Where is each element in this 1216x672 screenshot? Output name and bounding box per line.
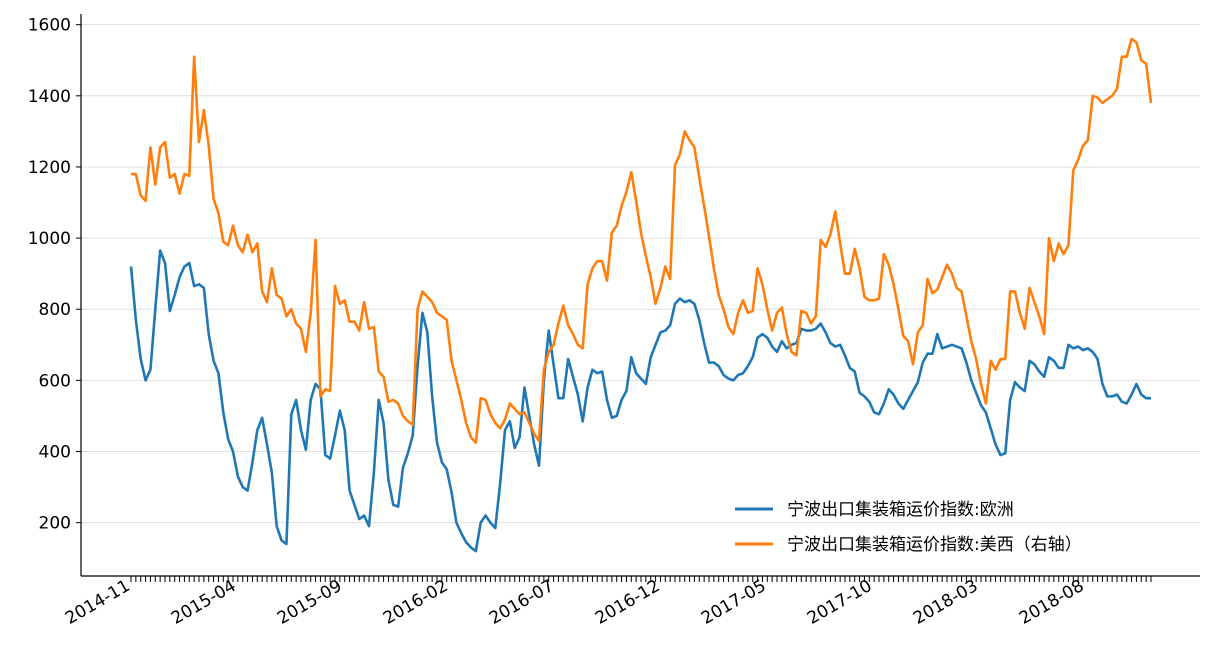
series-line-uswest <box>131 37 1153 444</box>
y-tick-label: 600 <box>39 371 71 391</box>
x-tick-label: 2016-02 <box>380 576 452 629</box>
x-tick-label: 2014-11 <box>62 576 134 629</box>
legend-label-europe: 宁波出口集装箱运价指数:欧洲 <box>787 500 1014 520</box>
x-tick-label: 2015-09 <box>274 576 346 629</box>
x-tick-label: 2017-05 <box>698 576 770 629</box>
series-lines <box>129 37 1153 553</box>
y-tick-label: 400 <box>39 443 71 463</box>
y-tick-label: 1200 <box>28 158 71 178</box>
x-tick-label: 2015-04 <box>168 576 240 629</box>
y-tick-label: 1400 <box>28 87 71 107</box>
x-tick-label: 2017-10 <box>804 576 876 629</box>
legend: 宁波出口集装箱运价指数:欧洲 宁波出口集装箱运价指数:美西（右轴） <box>735 500 1082 555</box>
legend-label-uswest: 宁波出口集装箱运价指数:美西（右轴） <box>787 535 1082 555</box>
series-line-europe <box>129 249 1151 553</box>
y-tick-label: 800 <box>39 300 71 320</box>
x-tick-label: 2018-08 <box>1016 576 1088 629</box>
y-tick-label: 1600 <box>28 16 71 36</box>
x-tick-label: 2018-03 <box>910 576 982 629</box>
y-tick-label: 200 <box>39 514 71 534</box>
grid-lines <box>81 24 1200 524</box>
x-tick-label: 2016-12 <box>592 576 664 629</box>
x-tick-label: 2016-07 <box>486 576 558 629</box>
y-tick-label: 1000 <box>28 229 71 249</box>
